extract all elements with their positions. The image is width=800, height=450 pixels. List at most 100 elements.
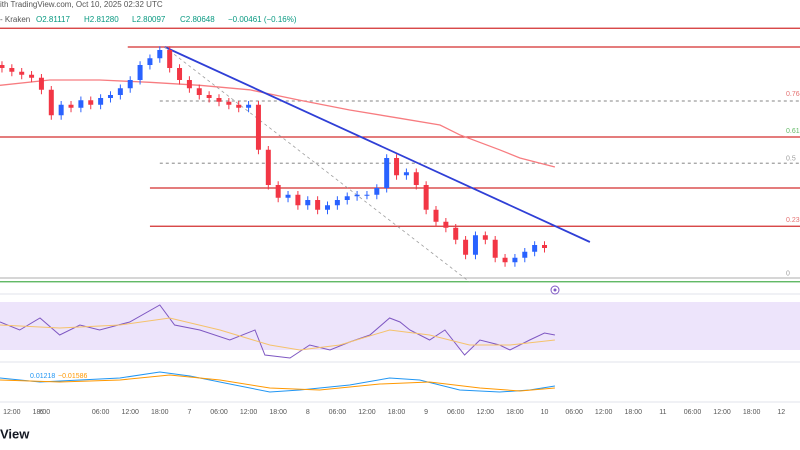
candle-body [157,50,163,59]
candle-body [324,205,330,210]
candle-body [364,194,370,196]
candle-body [226,101,232,105]
candle-body [0,65,5,68]
x-tick-label: 8 [306,409,310,416]
x-tick-label: 06:00 [447,409,465,416]
x-tick-label: 12:00 [713,409,731,416]
candle-body [19,71,25,75]
fib-label: 0.764 [786,91,800,98]
candle-body [482,235,488,240]
candle-body [413,172,419,185]
candle-body [117,88,123,95]
trendline [164,46,591,243]
candle-body [403,172,409,176]
candle-body [532,245,538,252]
x-tick-label: 06:00 [210,409,228,416]
candle-body [472,235,478,255]
candle-body [255,104,261,150]
candle-body [384,158,390,188]
brand: View [0,426,30,441]
candle-body [186,80,192,89]
candle-body [58,104,64,116]
candle-body [38,77,44,90]
candle-body [9,68,15,72]
candle-body [98,98,104,105]
candle-body [512,257,518,263]
header-close: C2.80648 [180,15,215,24]
candle-body [177,68,183,80]
fib-label: 0.5 [786,156,796,163]
candle-body [68,104,74,108]
header-exchange: - Kraken [0,15,30,24]
candle-body [423,185,429,210]
x-tick-label: 9 [424,409,428,416]
header-low: L2.80097 [132,15,166,24]
candle-body [265,149,271,185]
header-source: ith TradingView.com, Oct 10, 2025 02:32 … [0,0,163,9]
candle-body [305,200,311,206]
candle-body [394,158,400,176]
candle-body [137,65,143,80]
header-high: H2.81280 [84,15,119,24]
x-tick-label: 12:00 [595,409,613,416]
header-open: O2.81117 [36,15,71,24]
x-tick-label: 12:00 [121,409,139,416]
candle-body [354,194,360,197]
legend-value: 0.01218 [30,373,55,380]
band [0,302,800,350]
candle-body [374,188,380,195]
candle-body [236,104,242,108]
candle-body [453,227,459,240]
moving-average [0,79,556,168]
candle-body [78,100,84,108]
candle-body [315,200,321,210]
x-tick-label: 06:00 [684,409,702,416]
fib-label: 0.618 [786,128,800,135]
series-line [0,374,555,392]
candle-body [275,185,281,198]
series-line [0,317,555,351]
x-tick-label: 18:00 [269,409,287,416]
fib-label: 0 [786,270,790,277]
x-tick-label: 18:00 [388,409,406,416]
x-tick-label: 12 [777,409,785,416]
candle-body [88,100,94,105]
x-tick-label: 12:00 [358,409,376,416]
candle-body [196,88,202,95]
x-tick-label: 18:00 [33,409,51,416]
x-tick-label: 18:00 [506,409,524,416]
candle-body [295,194,301,206]
x-tick-label: 18:00 [151,409,169,416]
candle-body [463,239,469,255]
candle-body [433,209,439,222]
candle-body [344,196,350,200]
candle-body [542,245,548,248]
fib-label: 0.236 [786,217,800,224]
candle-body [127,80,133,89]
candle-body [502,257,508,263]
candle-body [167,50,173,68]
x-tick-label: 12:00 [477,409,495,416]
candle-body [48,89,54,116]
x-tick-label: 18:00 [625,409,643,416]
trendline [164,46,470,283]
candle-body [522,251,528,258]
event-marker-dot [553,288,557,292]
x-tick-label: 11 [659,409,666,416]
series-line [0,371,555,393]
x-tick-label: 12:00 [240,409,258,416]
x-tick-label: 06:00 [329,409,347,416]
candle-body [216,98,222,102]
x-tick-label: 6 [39,409,43,416]
x-tick-label: 10 [541,409,549,416]
x-tick-label: 18:00 [743,409,761,416]
candle-body [206,95,212,98]
event-marker [550,285,560,295]
candle-body [107,95,113,98]
x-tick-label: 06:00 [92,409,110,416]
candle-body [492,239,498,258]
candle-body [334,200,340,206]
x-tick-label: 06:00 [565,409,583,416]
